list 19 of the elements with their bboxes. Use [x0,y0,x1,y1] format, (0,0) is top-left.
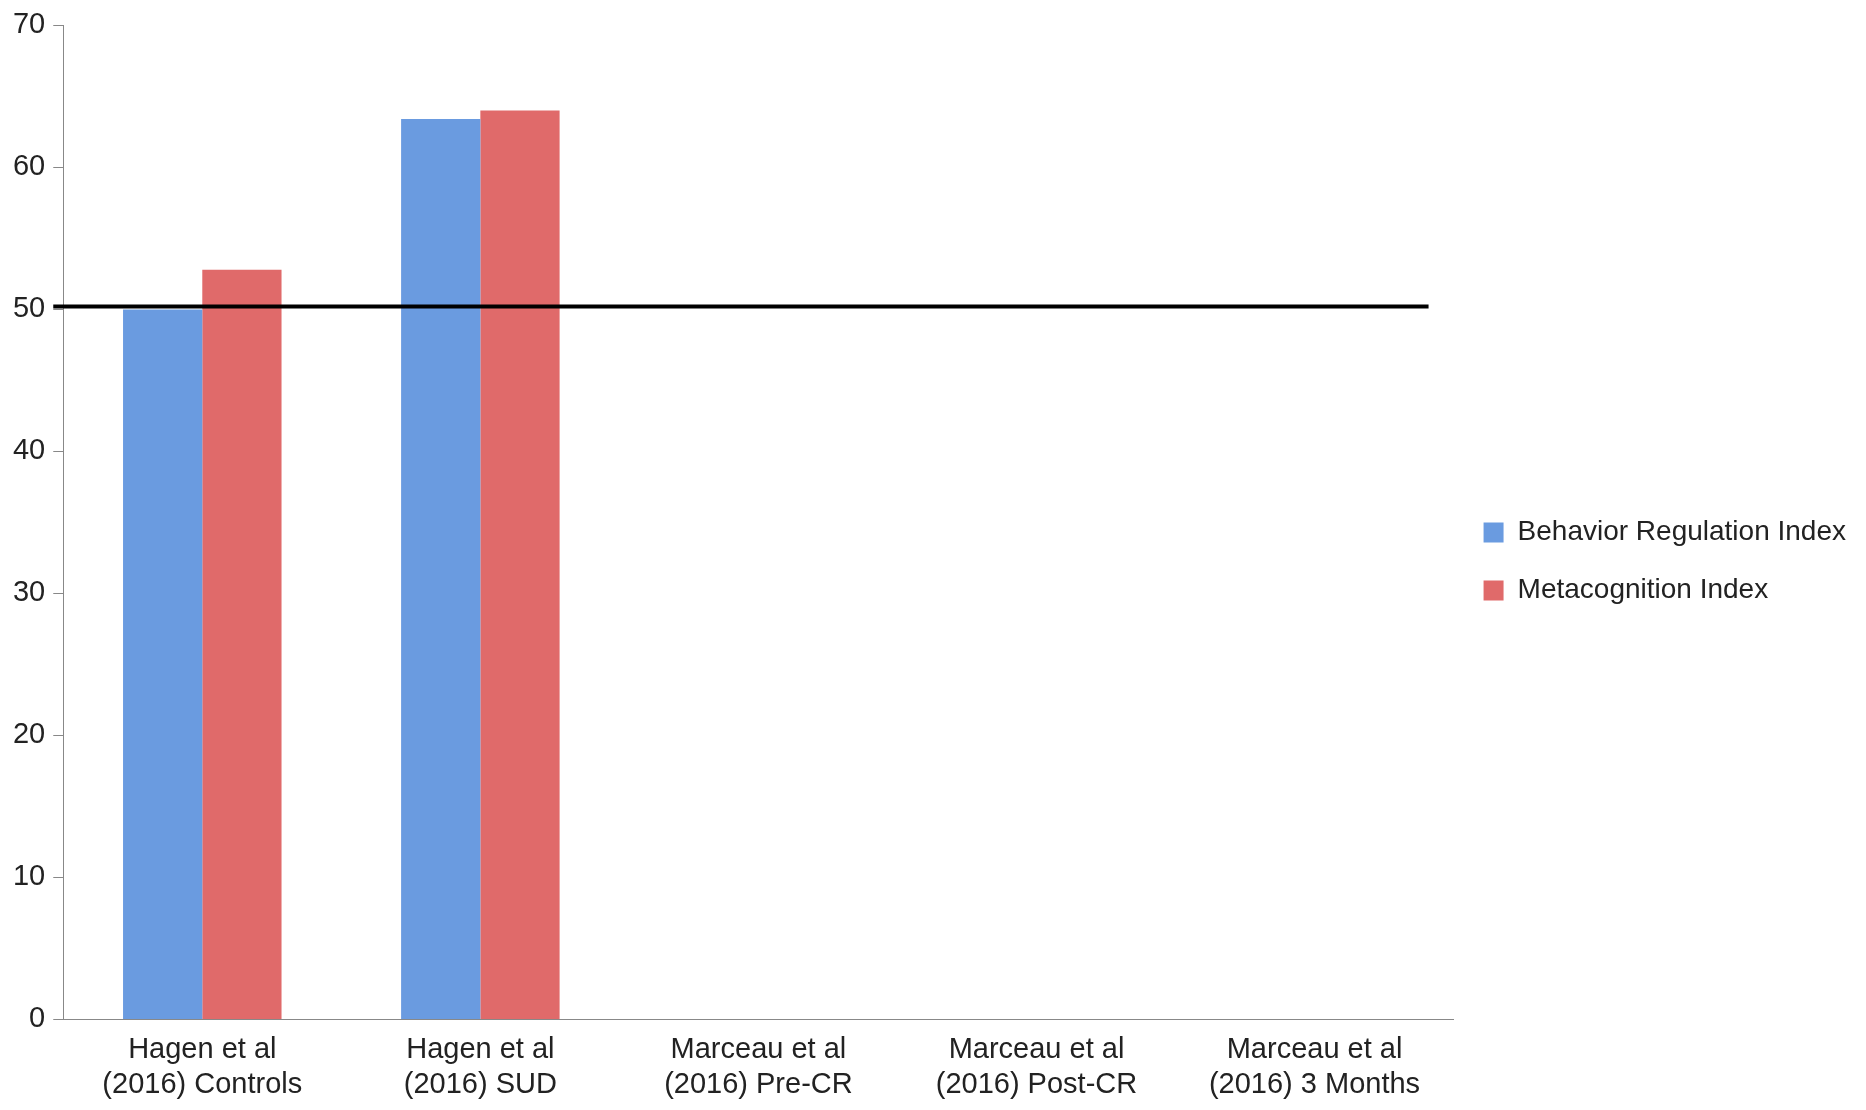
y-tick-label: 10 [12,859,46,892]
y-tick-label: 20 [12,717,46,750]
y-tick-label: 70 [12,7,46,40]
bar [123,309,203,1019]
x-tick-label: Marceau et al (2016) 3 Months [1208,1031,1421,1099]
bar [202,269,282,1019]
bar [401,119,481,1019]
legend-label: Metacognition Index [1517,573,1769,605]
y-tick-label: 0 [29,1001,46,1034]
x-tick-label: Marceau et al (2016) Pre-CR [664,1031,853,1099]
bar [480,110,560,1019]
x-tick-label: Marceau et al (2016) Post-CR [935,1031,1138,1099]
y-tick-label: 30 [12,575,46,608]
x-tick-label: Hagen et al (2016) SUD [403,1031,557,1099]
y-tick-label: 60 [12,149,46,182]
y-tick-label: 50 [12,291,46,324]
x-tick-label: Hagen et al (2016) Controls [102,1031,303,1099]
y-tick-label: 40 [12,433,46,466]
legend-label: Behavior Regulation Index [1517,515,1847,547]
